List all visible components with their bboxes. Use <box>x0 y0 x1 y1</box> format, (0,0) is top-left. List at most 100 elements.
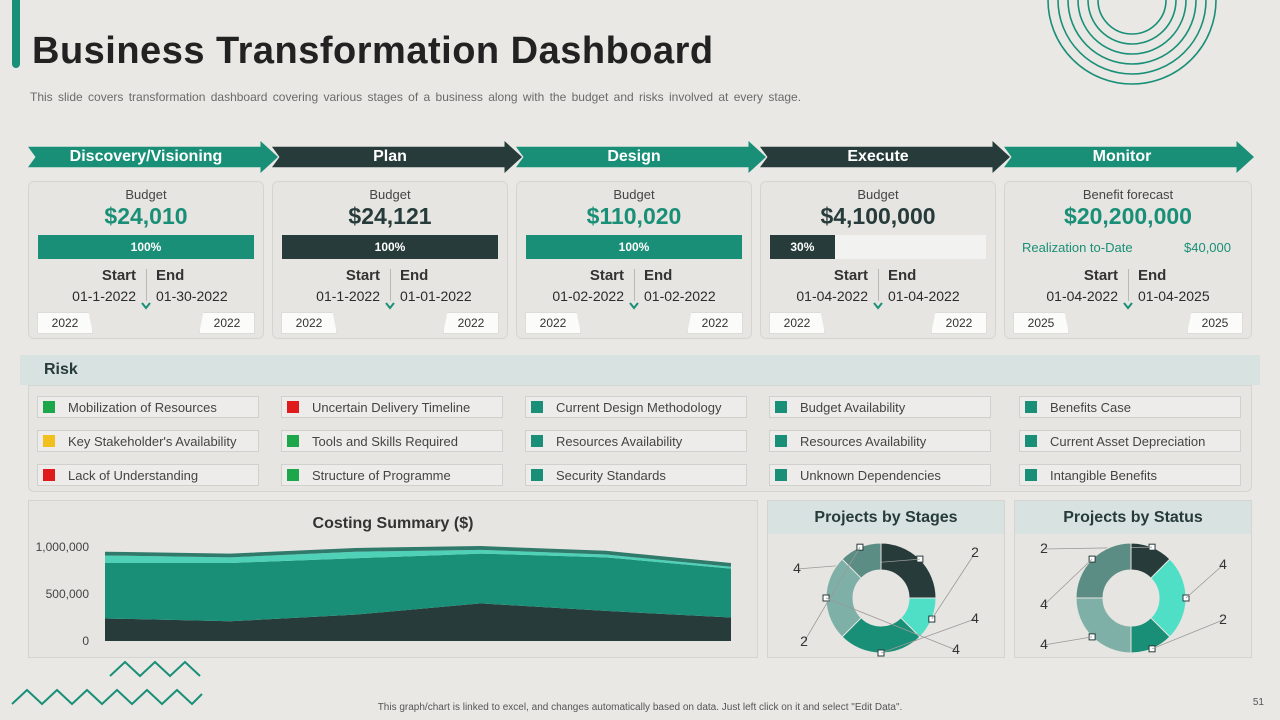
risk-item: Resources Availability <box>769 430 991 452</box>
stage-card-design: Budget $110,020 100% Start 01-02-2022 End… <box>516 181 752 339</box>
year-end-tag: 2022 <box>443 312 499 334</box>
start-label: Start <box>1083 267 1118 284</box>
page-number: 51 <box>1252 697 1264 708</box>
budget-label: Budget <box>369 187 411 202</box>
risk-status-square-icon <box>287 401 299 413</box>
risk-item-label: Benefits Case <box>1050 399 1131 415</box>
end-label: End <box>888 267 917 284</box>
end-date: 01-01-2022 <box>400 288 472 304</box>
leader-line <box>880 618 976 654</box>
risk-status-square-icon <box>287 435 299 447</box>
progress-bar: 100% <box>282 235 498 259</box>
chevron-down-icon <box>385 302 395 310</box>
progress-bar: 100% <box>526 235 742 259</box>
start-date: 01-1-2022 <box>316 288 380 304</box>
slice-value-label: 2 <box>800 633 808 649</box>
year-start-tag: 2022 <box>525 312 581 334</box>
start-label: Start <box>589 267 624 284</box>
risk-item: Security Standards <box>525 464 747 486</box>
stage-arrow-plan[interactable]: Plan <box>272 141 522 173</box>
y-tick-label: 1,000,000 <box>36 540 90 554</box>
end-label: End <box>644 267 673 284</box>
area-series-3 <box>105 546 731 567</box>
slice-value-label: 4 <box>793 560 801 576</box>
progress-fill: 100% <box>282 235 498 259</box>
slice-marker <box>928 615 936 623</box>
donut-slice <box>880 542 937 599</box>
risk-item-label: Current Design Methodology <box>556 399 722 415</box>
area-series-1 <box>105 553 731 622</box>
leader-line <box>825 597 957 651</box>
end-label: End <box>1138 267 1167 284</box>
end-date: 01-04-2022 <box>888 288 960 304</box>
start-date: 01-1-2022 <box>72 288 136 304</box>
benefit-forecast-amount: $20,200,000 <box>1064 203 1192 229</box>
risk-item: Intangible Benefits <box>1019 464 1241 486</box>
footer-note: This graph/chart is linked to excel, and… <box>377 702 903 713</box>
start-date: 01-02-2022 <box>552 288 624 304</box>
title-accent-bar <box>12 0 20 68</box>
donut-slice <box>1075 597 1132 654</box>
stage-card-plan: Budget $24,121 100% Start 01-1-2022 End 01… <box>272 181 508 339</box>
date-range: Start 01-04-2022 End 01-04-2022 <box>761 267 995 310</box>
start-label: Start <box>345 267 380 284</box>
year-end-tag: 2025 <box>1187 312 1243 334</box>
slice-value-label: 2 <box>971 544 979 560</box>
slice-value-label: 2 <box>1219 611 1227 627</box>
slice-value-label: 2 <box>1040 540 1048 556</box>
area-series-2 <box>105 549 731 569</box>
chart-title: Costing Summary ($) <box>312 515 474 532</box>
stage-arrow-execute[interactable]: Execute <box>760 141 1010 173</box>
year-start-tag: 2025 <box>1013 312 1069 334</box>
stage-card-discovery: Budget $24,010 100% Start 01-1-2022 End 01… <box>28 181 264 339</box>
end-date: 01-04-2025 <box>1138 288 1210 304</box>
leader-line <box>1185 564 1224 599</box>
year-end-tag: 2022 <box>199 312 255 334</box>
date-range: Start 01-04-2022 End 01-04-2025 <box>1005 267 1251 310</box>
realization-row: Realization to-Date $40,000 <box>1022 240 1231 255</box>
risk-item: Resources Availability <box>525 430 747 452</box>
costing-summary-panel: Costing Summary ($) 1,000,000 500,000 0 <box>28 500 758 658</box>
risk-item: Lack of Understanding <box>37 464 259 486</box>
risk-header: Risk <box>20 355 1260 385</box>
y-tick-label: 500,000 <box>46 587 90 601</box>
risk-item: Uncertain Delivery Timeline <box>281 396 503 418</box>
risk-status-square-icon <box>775 435 787 447</box>
projects-by-status-panel: Projects by Status 2 4 2 4 4 <box>1014 500 1252 658</box>
stage-card-execute: Budget $4,100,000 30% Start 01-04-2022 En… <box>760 181 996 339</box>
risk-status-square-icon <box>43 401 55 413</box>
risk-title: Risk <box>44 361 78 378</box>
progress-bar: 100% <box>38 235 254 259</box>
stage-arrow-discovery[interactable]: Discovery/Visioning <box>28 141 278 173</box>
risk-status-square-icon <box>775 401 787 413</box>
budget-label: Budget <box>125 187 167 202</box>
date-range: Start 01-02-2022 End 01-02-2022 <box>517 267 751 310</box>
risk-item-label: Budget Availability <box>800 399 906 415</box>
progress-fill: 100% <box>38 235 254 259</box>
risk-item: Current Design Methodology <box>525 396 747 418</box>
stage-arrow-design[interactable]: Design <box>516 141 766 173</box>
start-date: 01-04-2022 <box>1046 288 1118 304</box>
chevron-down-icon <box>141 302 151 310</box>
benefit-forecast-label: Benefit forecast <box>1082 187 1174 202</box>
risk-status-square-icon <box>531 435 543 447</box>
leader-line <box>803 546 861 643</box>
budget-amount: $110,020 <box>586 203 682 229</box>
decorative-zigzag <box>11 660 203 706</box>
risk-status-square-icon <box>43 469 55 481</box>
risk-item-label: Tools and Skills Required <box>312 433 458 449</box>
risk-item-label: Structure of Programme <box>312 467 451 483</box>
risk-item-label: Mobilization of Resources <box>68 399 217 415</box>
area-series-0 <box>105 603 731 641</box>
risk-status-square-icon <box>43 435 55 447</box>
risk-item: Current Asset Depreciation <box>1019 430 1241 452</box>
stage-arrow-monitor[interactable]: Monitor <box>1004 141 1254 173</box>
year-start-tag: 2022 <box>769 312 825 334</box>
budget-amount: $24,121 <box>348 203 432 229</box>
end-date: 01-02-2022 <box>644 288 716 304</box>
stage-card-monitor: Benefit forecast $20,200,000 Realization… <box>1004 181 1252 339</box>
realization-value: $40,000 <box>1184 240 1231 255</box>
slice-marker <box>1088 633 1096 641</box>
end-label: End <box>156 267 185 284</box>
